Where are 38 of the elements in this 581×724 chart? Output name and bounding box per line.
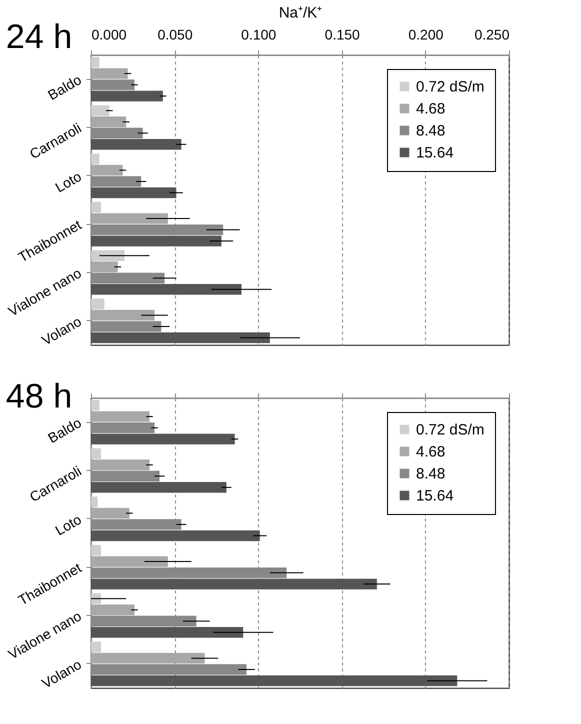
x-tick-label: 0.250 xyxy=(474,26,510,42)
bar xyxy=(91,675,458,686)
legend-label: 0.72 dS/m xyxy=(416,78,484,96)
legend-label: 4.68 xyxy=(416,100,446,118)
chart-title: 48 h xyxy=(6,378,72,416)
x-tick-label: 0.200 xyxy=(408,26,444,42)
bar xyxy=(91,482,226,493)
y-tick-label: Loto xyxy=(52,168,84,196)
bar xyxy=(91,508,130,519)
bar xyxy=(91,578,377,590)
x-axis-title: Na⁺/K⁺ xyxy=(278,4,322,22)
bar xyxy=(91,496,98,508)
bar xyxy=(91,652,205,664)
x-tick-label: 0.100 xyxy=(241,26,276,42)
legend-label: 4.68 xyxy=(416,444,446,460)
bar xyxy=(91,544,102,556)
bar xyxy=(91,400,100,411)
legend-label: 0.72 dS/m xyxy=(416,422,484,438)
bar xyxy=(91,448,102,459)
bar xyxy=(91,530,260,542)
bar xyxy=(91,460,150,470)
bar xyxy=(91,556,168,567)
y-tick-label: Loto xyxy=(52,510,84,539)
bar xyxy=(91,627,244,638)
bar xyxy=(91,642,102,652)
y-tick-label: Baldo xyxy=(44,71,84,104)
legend-label: 15.64 xyxy=(416,488,454,504)
bar xyxy=(91,434,235,444)
x-tick-label: 0.000 xyxy=(92,26,127,42)
y-tick-label: Baldo xyxy=(44,414,84,446)
legend-label: 15.64 xyxy=(416,144,454,162)
legend-label: 8.48 xyxy=(416,122,446,140)
bar xyxy=(91,411,150,422)
bar xyxy=(91,604,134,616)
legend-label: 8.48 xyxy=(416,466,446,482)
x-tick-label: 0.050 xyxy=(158,26,193,42)
chart-title: 24 h xyxy=(6,18,72,56)
x-tick-label: 0.150 xyxy=(324,26,360,42)
